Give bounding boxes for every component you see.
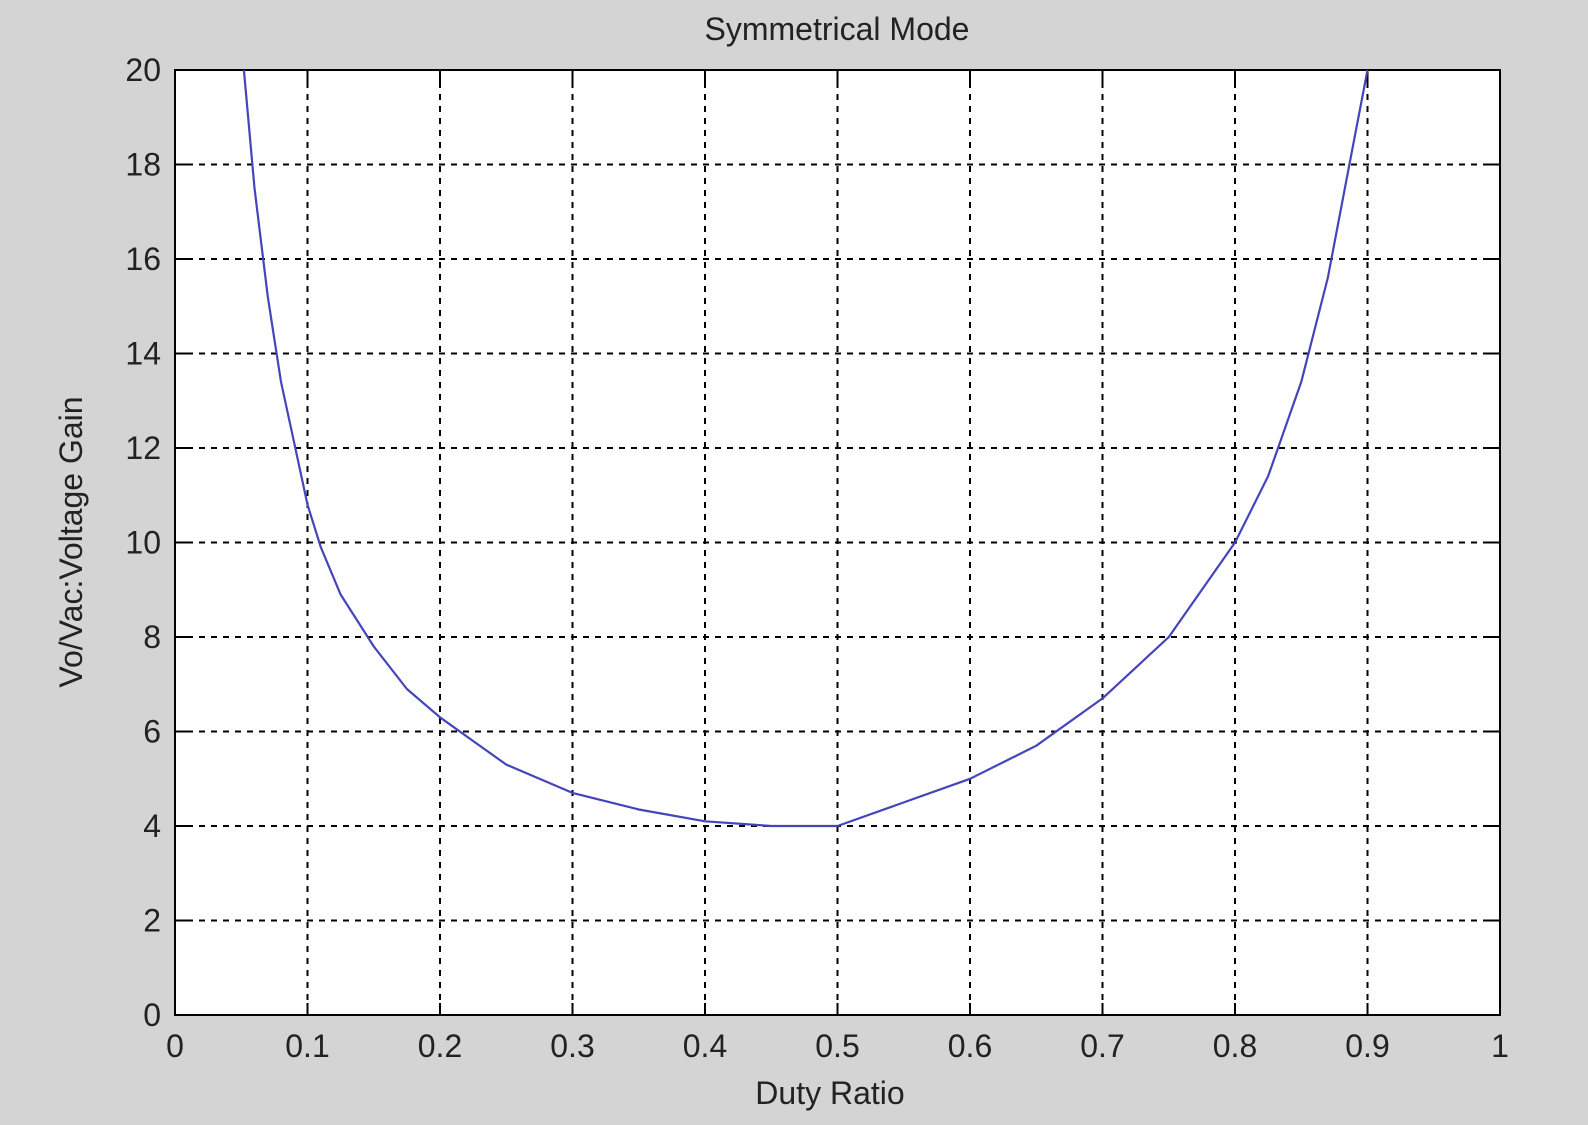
y-tick-label: 6 [143, 714, 161, 750]
x-axis-label: Duty Ratio [755, 1075, 904, 1111]
y-tick-label: 10 [125, 525, 161, 561]
chart-title: Symmetrical Mode [705, 11, 970, 47]
y-tick-label: 8 [143, 619, 161, 655]
grid-lines [175, 70, 1500, 1015]
y-tick-label: 14 [125, 336, 161, 372]
y-tick-label: 16 [125, 241, 161, 277]
y-tick-label: 4 [143, 808, 161, 844]
y-tick-labels: 0 2 4 6 8 10 12 14 16 18 20 [125, 52, 161, 1033]
series-line [242, 69, 1369, 828]
x-tick-label: 0.9 [1345, 1028, 1389, 1064]
y-axis-label: Vo/Vac:Voltage Gain [53, 396, 89, 687]
y-tick-label: 2 [143, 903, 161, 939]
x-tick-label: 0.5 [815, 1028, 859, 1064]
axis-ticks [174, 69, 1501, 1016]
series-layer [242, 69, 1369, 828]
x-tick-label: 0 [166, 1028, 184, 1064]
x-tick-labels: 0 0.1 0.2 0.3 0.4 0.5 0.6 0.7 0.8 0.9 1 [166, 1028, 1509, 1064]
x-tick-label: 0.6 [948, 1028, 992, 1064]
x-tick-label: 0.3 [550, 1028, 594, 1064]
x-tick-label: 0.7 [1080, 1028, 1124, 1064]
x-tick-label: 0.4 [683, 1028, 727, 1064]
y-tick-label: 20 [125, 52, 161, 88]
y-tick-label: 12 [125, 430, 161, 466]
x-tick-label: 0.2 [418, 1028, 462, 1064]
x-tick-label: 1 [1491, 1028, 1509, 1064]
x-tick-label: 0.1 [285, 1028, 329, 1064]
y-tick-label: 18 [125, 147, 161, 183]
x-tick-label: 0.8 [1213, 1028, 1257, 1064]
y-tick-label: 0 [143, 997, 161, 1033]
